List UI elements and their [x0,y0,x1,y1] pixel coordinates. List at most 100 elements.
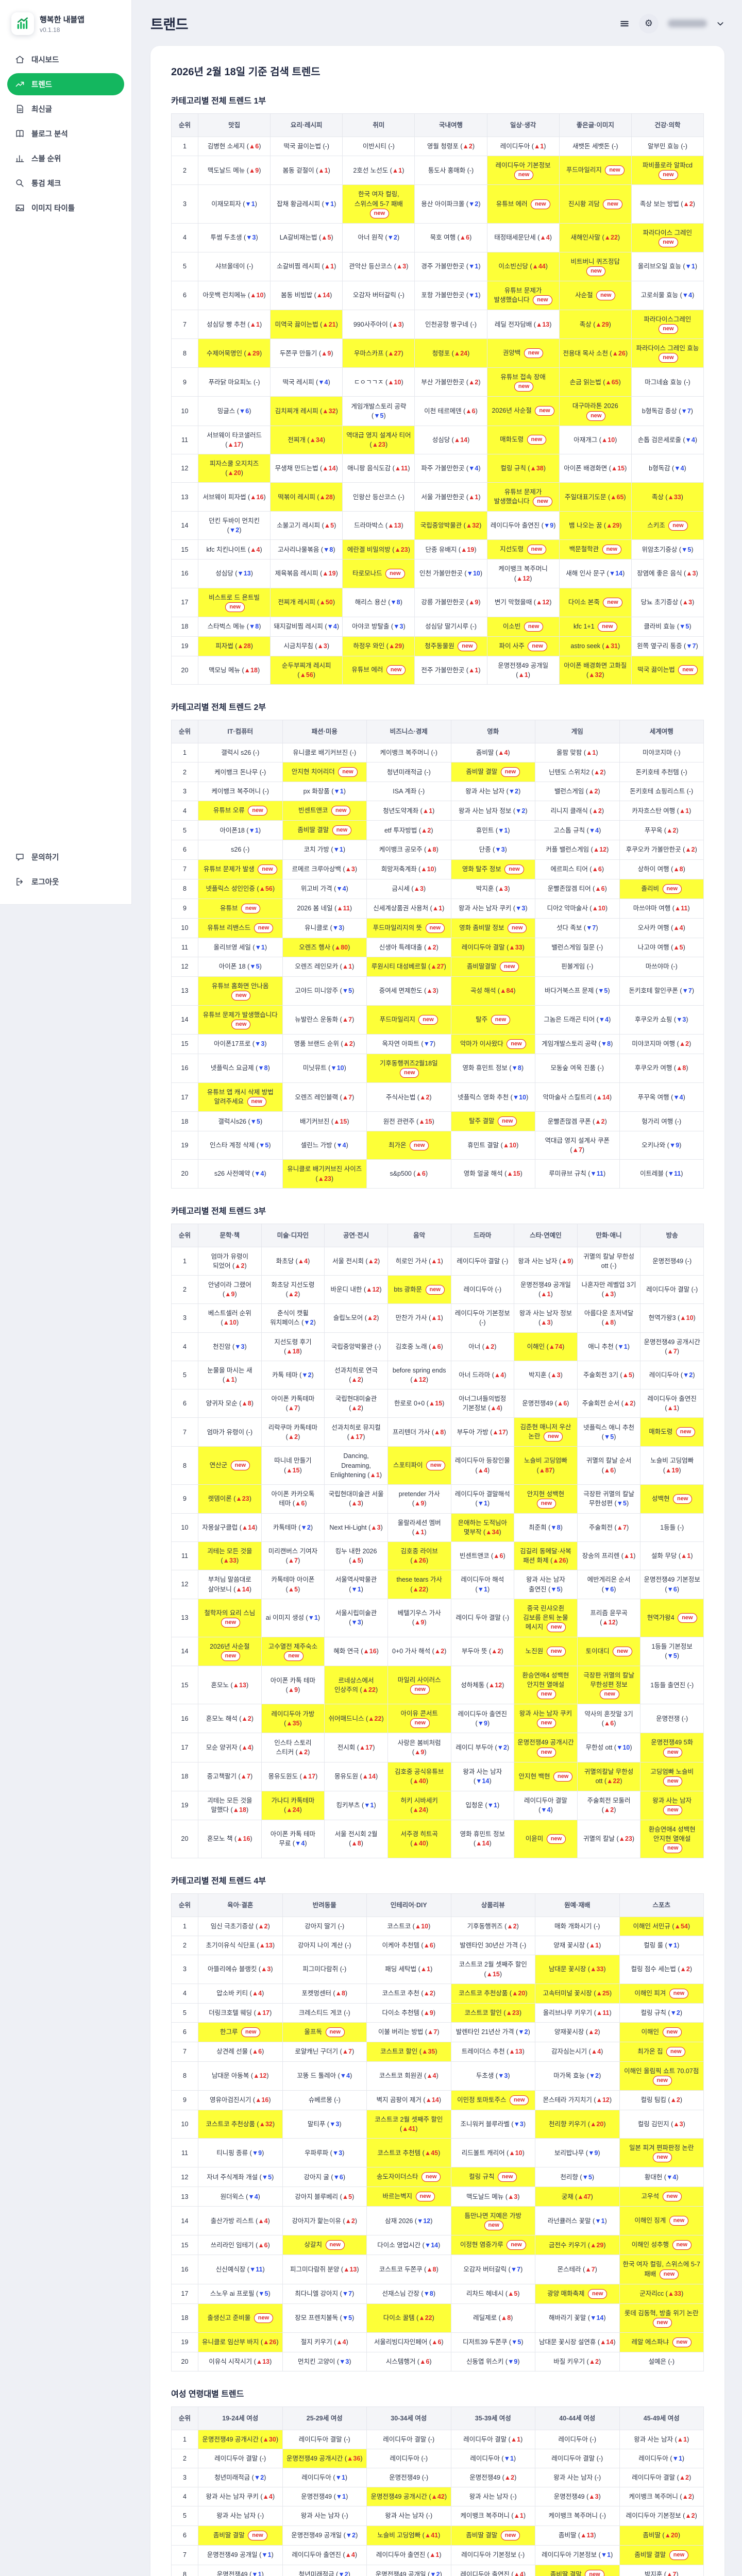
rank-up: ▲17 [492,1428,506,1436]
rank-cell: 4 [171,223,198,252]
sidebar-item-대시보드[interactable]: 대시보드 [7,48,124,71]
rank-up: ▲4 [297,1257,308,1265]
new-badge: new [663,1805,683,1815]
trend-keyword: 청주동물원 [425,642,454,650]
trend-cell: 운명전쟁49 공개시간 new [514,1733,578,1762]
rank-up: ▲2 [679,2474,689,2482]
trend-cell: kfc 치킨나이트 (▲4) [197,539,271,560]
rank-down: ▼4 [254,1170,264,1178]
trend-keyword: 닌텐도 스위치2 [548,768,590,776]
trend-cell: 국립중앙박물관 (▲32) [414,511,487,540]
no-change: (-) [470,623,477,631]
table-row: 4 왕과 사는 남자 쿠키 (▲4) 운명전쟁49 (▼1) 운명전쟁49 공개시간 … [171,2487,704,2507]
menu-icon[interactable] [619,19,630,29]
trend-keyword: 오사카 여행 [637,924,669,931]
trend-cell: 케이뱅크 복주머니 (-) [535,2506,620,2526]
trend-cell: 허키 시바세키 (▲24) [387,1790,451,1820]
sidebar-item-이미지 타이틀[interactable]: 이미지 타이틀 [7,197,124,219]
new-badge: new [421,2172,441,2182]
trend-keyword: 절지 키우기 [300,2338,332,2346]
trend-cell: 아이유 콘서트 new [387,1704,451,1734]
rank-down: ▼1 [468,292,479,299]
table-row: 2 초기이유식 식단표 (▲13) 강아지 나이 계산 (-) 이케아 추천템 (▲6… [171,1936,704,1956]
gear-icon[interactable]: ⚙ [639,13,659,33]
trend-keyword: 인스타 계정 삭제 [209,1142,255,1149]
trend-cell: 영유아검진시기 (▲16) [198,2090,283,2110]
trend-keyword: 김호중 라이브 [400,1548,438,1555]
chevron-down-icon[interactable] [716,20,724,28]
rank-up: ▲29 [388,642,402,650]
trend-cell: 유니클로 배기커브진 (-) [282,743,367,763]
trend-cell: 만찬가 가사 (▲1) [387,1303,451,1333]
rank-up: ▲65 [605,378,619,386]
trend-keyword: 청령포 [432,349,450,357]
trend-cell: 당뇨 초기증상 (▲3) [631,587,704,617]
trend-keyword: 전주 가볼만한곳 [421,666,465,674]
new-badge: new [507,2240,526,2250]
rank-up: ▲4 [241,1743,251,1751]
rank-up: ▲2 [592,807,602,815]
trend-cell: 단종 (▼3) [450,840,535,860]
trend-cell: 봄동 비빔밥 (▲14) [270,280,343,311]
trend-keyword: 왕과 사는 남자 쿠키 [206,2493,259,2501]
rank-up: ▲41 [402,2125,416,2132]
sidebar-item-문의하기[interactable]: 문의하기 [7,846,124,868]
sidebar-item-로그아웃[interactable]: 로그아웃 [7,871,124,893]
rank-up: ▲1 [677,2435,687,2443]
trend-cell: 몬스테라 가지치기 (▲12) [535,2090,620,2110]
trend-keyword: 좀비딸 결말 [213,2531,245,2539]
sidebar-item-트렌드[interactable]: 트렌드 [7,73,124,95]
trend-cell: 약사의 혼잣말 3기 (▲6) [577,1704,641,1734]
trend-cell: 레이디두아 기본정보 (-) [450,2545,535,2565]
trend-cell: 스타벅스 메뉴 (▼8) [197,616,271,637]
rank-down: ▼4 [682,292,693,299]
trend-keyword: 1등들 기본정보 [651,1643,693,1651]
trend-cell: 두초생 (▼3) [450,2061,535,2091]
trend-cell: 운명전쟁49 (-) [366,2468,451,2488]
sidebar-item-최신글[interactable]: 최신글 [7,98,124,120]
rank-cell: 10 [171,2109,198,2139]
rank-down: ▼1 [595,2217,605,2225]
trend-keyword: 리락쿠마 카톡테마 [268,1423,318,1431]
trend-cell: 매화도령 new [486,425,560,454]
trend-keyword: 푸라닭 마요피노 [208,378,252,386]
trend-cell: 절지 키우기 (▲4) [282,2332,367,2352]
trend-keyword: 미역국 끓이는법 [275,320,318,328]
trend-keyword: 황대헌 [644,2173,663,2181]
trend-keyword: 케이뱅크 돈나무 [214,768,258,776]
topbar-actions: ⚙ [619,13,724,33]
rank-up: ▲12 [488,1681,502,1689]
no-change: (-) [612,143,618,150]
rank-up: ▲1 [586,749,596,757]
trend-cell: 레이디두아 출연진 (▲4) [450,2564,535,2576]
no-change: (-) [262,788,269,795]
rank-up: ▲4 [336,2338,346,2346]
trend-keyword: 명품 브랜드 순위 [294,1040,339,1048]
rank-up: ▲1 [318,166,328,174]
rank-up: ▲2 [434,1648,445,1655]
table-row: 11 서브웨이 타코샐러드 (▲17) 전찌개 (▲34) 역대급 영지 설계사 티어… [171,425,704,454]
rank-up: ▲2 [423,1990,433,1997]
sidebar-item-블로그 분석[interactable]: 블로그 분석 [7,123,124,145]
sidebar-item-label: 대시보드 [31,56,59,64]
trend-cell: 올리브나무 키우기 (▲11) [535,2003,620,2023]
rank-up: ▲10 [414,1923,429,1930]
trend-cell: 왕과 사는 남자 (-) [366,2506,451,2526]
trend-keyword: 슈베르몽 [308,2096,332,2104]
trend-cell: 이윤미 new [514,1819,578,1859]
no-change: (-) [340,1965,347,1973]
trend-cell: 넷플릭스 요금제 (▼8) [198,1053,283,1083]
trend-cell: 기후동행퀴즈2월18일 new [366,1053,451,1083]
trend-cell: 가나디 카톡테마 (▲24) [261,1790,325,1820]
sidebar-item-스블 순위[interactable]: 스블 순위 [7,147,124,170]
trend-cell: Next Hi-Light (▲3) [324,1513,388,1543]
trend-keyword: ai 이미지 생성 [265,1614,304,1622]
trend-keyword: 고로쇠물 효능 [640,292,679,299]
rank-down: ▼2 [515,807,526,815]
trend-keyword: 강아지가 핥는이유 [292,2217,341,2225]
new-badge: new [332,825,352,836]
trend-cell: 애니 추천 (▼1) [577,1332,641,1361]
sidebar-item-통검 체크[interactable]: 통검 체크 [7,172,124,194]
rank-up: ▲10 [387,378,401,386]
rank-down: ▼4 [248,2193,258,2200]
